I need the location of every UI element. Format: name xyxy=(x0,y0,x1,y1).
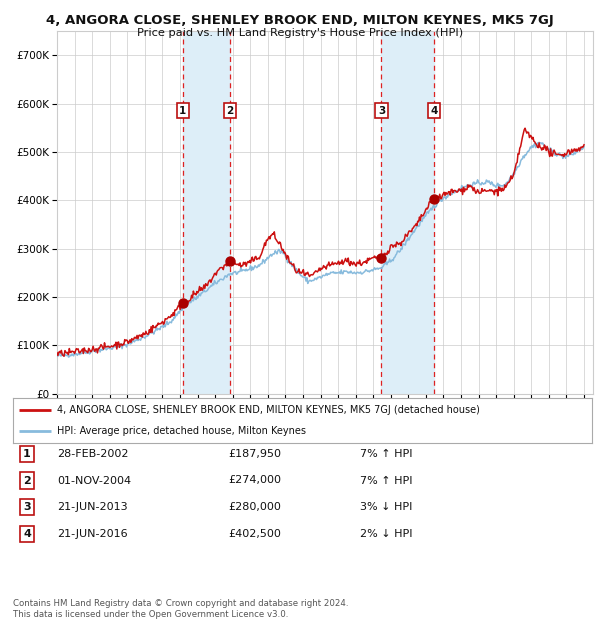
Text: HPI: Average price, detached house, Milton Keynes: HPI: Average price, detached house, Milt… xyxy=(56,426,305,436)
Text: 7% ↑ HPI: 7% ↑ HPI xyxy=(360,449,413,459)
Text: 4, ANGORA CLOSE, SHENLEY BROOK END, MILTON KEYNES, MK5 7GJ: 4, ANGORA CLOSE, SHENLEY BROOK END, MILT… xyxy=(46,14,554,27)
Text: 2% ↓ HPI: 2% ↓ HPI xyxy=(360,529,413,539)
Text: 2: 2 xyxy=(23,476,31,485)
Text: 3% ↓ HPI: 3% ↓ HPI xyxy=(360,502,412,512)
Text: 1: 1 xyxy=(179,106,187,116)
Bar xyxy=(382,31,434,394)
Text: £402,500: £402,500 xyxy=(228,529,281,539)
Bar xyxy=(183,31,230,394)
Text: 21-JUN-2016: 21-JUN-2016 xyxy=(57,529,128,539)
Text: £274,000: £274,000 xyxy=(228,476,281,485)
Text: 4, ANGORA CLOSE, SHENLEY BROOK END, MILTON KEYNES, MK5 7GJ (detached house): 4, ANGORA CLOSE, SHENLEY BROOK END, MILT… xyxy=(56,405,479,415)
Text: 21-JUN-2013: 21-JUN-2013 xyxy=(57,502,128,512)
Text: 28-FEB-2002: 28-FEB-2002 xyxy=(57,449,128,459)
Text: 2: 2 xyxy=(226,106,233,116)
Text: 3: 3 xyxy=(23,502,31,512)
Text: Contains HM Land Registry data © Crown copyright and database right 2024.
This d: Contains HM Land Registry data © Crown c… xyxy=(13,600,349,619)
Text: 01-NOV-2004: 01-NOV-2004 xyxy=(57,476,131,485)
Text: £187,950: £187,950 xyxy=(228,449,281,459)
Text: Price paid vs. HM Land Registry's House Price Index (HPI): Price paid vs. HM Land Registry's House … xyxy=(137,28,463,38)
Text: 3: 3 xyxy=(378,106,385,116)
Text: 7% ↑ HPI: 7% ↑ HPI xyxy=(360,476,413,485)
Text: 4: 4 xyxy=(23,529,31,539)
Text: 1: 1 xyxy=(23,449,31,459)
Text: £280,000: £280,000 xyxy=(228,502,281,512)
Text: 4: 4 xyxy=(430,106,438,116)
